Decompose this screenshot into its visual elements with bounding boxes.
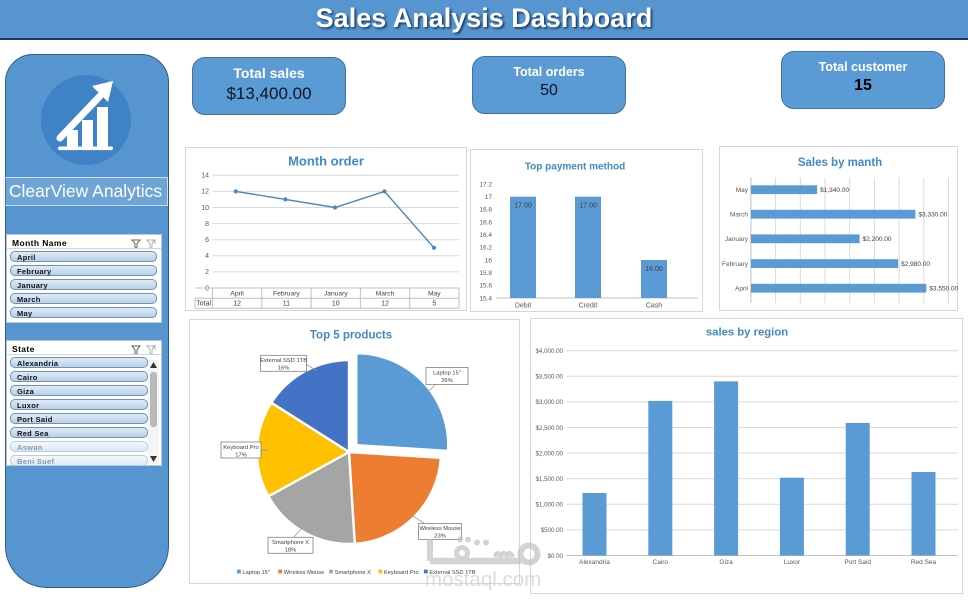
svg-text:16.6: 16.6 — [479, 219, 492, 226]
svg-text:$3,550.00: $3,550.00 — [929, 286, 958, 293]
svg-text:External SSD 1TB: External SSD 1TB — [429, 570, 475, 576]
svg-text:January: January — [725, 236, 749, 243]
svg-text:10: 10 — [201, 205, 209, 212]
svg-text:Giza: Giza — [719, 559, 733, 566]
svg-text:14: 14 — [201, 173, 209, 180]
svg-text:March: March — [376, 290, 395, 297]
svg-text:15.4: 15.4 — [479, 295, 492, 302]
svg-text:16.00: 16.00 — [645, 266, 663, 273]
svg-text:23%: 23% — [434, 534, 446, 540]
svg-text:$2,500.00: $2,500.00 — [535, 425, 563, 432]
svg-text:May: May — [428, 290, 441, 297]
svg-text:April: April — [735, 286, 749, 293]
svg-text:Month order: Month order — [288, 154, 364, 169]
svg-text:$1,500.00: $1,500.00 — [535, 476, 563, 483]
svg-text:12: 12 — [381, 301, 389, 308]
svg-text:March: March — [730, 212, 748, 219]
svg-text:16.2: 16.2 — [479, 245, 492, 252]
svg-text:11: 11 — [283, 301, 290, 308]
svg-text:17: 17 — [485, 194, 493, 201]
svg-text:External SSD 1TB: External SSD 1TB — [260, 358, 307, 364]
svg-text:Wireless Mouse: Wireless Mouse — [419, 526, 460, 532]
svg-text:Alexandria: Alexandria — [579, 559, 610, 566]
svg-text:Port Said: Port Said — [844, 559, 871, 566]
svg-text:Wireless Mouse: Wireless Mouse — [284, 570, 324, 576]
svg-text:Keyboard Pro: Keyboard Pro — [384, 570, 419, 576]
svg-text:4: 4 — [205, 253, 209, 260]
svg-text:15.6: 15.6 — [479, 283, 492, 290]
svg-text:16.4: 16.4 — [479, 232, 492, 239]
svg-text:16.8: 16.8 — [479, 207, 492, 214]
svg-text:15.8: 15.8 — [479, 270, 492, 277]
svg-text:10: 10 — [332, 301, 340, 308]
svg-text:Smartphone X: Smartphone X — [272, 540, 309, 546]
svg-text:Laptop 15": Laptop 15" — [243, 570, 270, 576]
svg-text:February: February — [273, 290, 300, 297]
svg-text:17.2: 17.2 — [479, 181, 492, 188]
svg-text:17.00: 17.00 — [514, 203, 532, 210]
svg-text:$3,000.00: $3,000.00 — [535, 399, 563, 406]
svg-text:Keyboard Pro: Keyboard Pro — [223, 445, 258, 451]
svg-text:26%: 26% — [441, 378, 453, 384]
svg-text:$500.00: $500.00 — [541, 527, 564, 534]
svg-text:2: 2 — [205, 269, 209, 276]
svg-text:5: 5 — [432, 301, 436, 308]
svg-text:17%: 17% — [235, 452, 247, 458]
svg-text:January: January — [324, 290, 348, 297]
svg-text:16%: 16% — [278, 366, 290, 372]
svg-text:12: 12 — [201, 189, 209, 196]
svg-text:Smartphone X: Smartphone X — [335, 570, 372, 576]
svg-text:Luxor: Luxor — [784, 559, 801, 566]
svg-text:$1,000.00: $1,000.00 — [535, 502, 563, 509]
svg-text:17.00: 17.00 — [579, 203, 597, 210]
svg-text:8: 8 — [205, 221, 209, 228]
svg-text:0: 0 — [205, 285, 209, 292]
svg-text:$2,000.00: $2,000.00 — [535, 450, 563, 457]
svg-text:Top payment method: Top payment method — [525, 162, 625, 173]
svg-text:April: April — [230, 290, 244, 297]
svg-text:16: 16 — [485, 257, 493, 264]
svg-text:Cash: Cash — [646, 303, 662, 310]
svg-text:Total: Total — [196, 301, 211, 308]
svg-text:mostaql.com: mostaql.com — [425, 568, 541, 591]
svg-text:18%: 18% — [285, 548, 297, 554]
svg-text:sales by region: sales by region — [706, 327, 788, 339]
svg-text:12: 12 — [233, 301, 241, 308]
svg-text:$3,330.00: $3,330.00 — [918, 212, 947, 219]
svg-text:6: 6 — [205, 237, 209, 244]
svg-text:$2,980.00: $2,980.00 — [901, 261, 930, 268]
svg-text:Sales by manth: Sales by manth — [798, 157, 882, 169]
svg-text:$3,500.00: $3,500.00 — [535, 374, 563, 381]
svg-text:Red Sea: Red Sea — [911, 559, 937, 566]
svg-text:Credit: Credit — [579, 303, 598, 310]
svg-text:Laptop 15": Laptop 15" — [433, 370, 461, 376]
svg-text:February: February — [722, 261, 749, 268]
svg-text:$1,340.00: $1,340.00 — [820, 187, 849, 194]
svg-text:Top 5 products: Top 5 products — [310, 330, 392, 342]
svg-text:$0.00: $0.00 — [548, 553, 564, 560]
svg-text:Cairo: Cairo — [653, 559, 669, 566]
svg-text:$4,000.00: $4,000.00 — [535, 348, 563, 355]
svg-text:Debit: Debit — [515, 303, 531, 310]
svg-text:$2,200.00: $2,200.00 — [863, 236, 892, 243]
svg-text:May: May — [736, 187, 749, 194]
